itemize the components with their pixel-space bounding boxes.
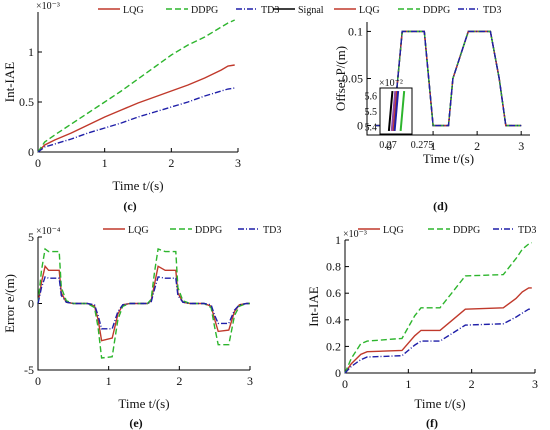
- x-axis-label: Time t/(s): [118, 396, 169, 411]
- x-tick-label: 3: [518, 139, 524, 153]
- panel-caption: (f): [426, 416, 438, 430]
- inset-y-tick-label: 5.6: [365, 92, 378, 103]
- x-tick-label: 3: [532, 377, 538, 391]
- axis-multiplier: ×10⁻⁴: [36, 226, 61, 237]
- x-tick-label: 1: [102, 156, 108, 170]
- legend-label-lqg: LQG: [359, 5, 380, 16]
- legend-label-lqg: LQG: [123, 5, 144, 16]
- series-line-td3: [375, 30, 522, 127]
- axes-frame: [366, 22, 530, 136]
- y-tick-label: 1: [28, 45, 34, 59]
- series-line-ddpg: [37, 19, 235, 153]
- y-axis-label: Int-IAE: [2, 62, 17, 102]
- series-line-td3: [37, 275, 250, 330]
- inset-x-tick-label: 0.275: [411, 140, 434, 151]
- series-line-lqg: [37, 64, 235, 153]
- legend-label-lqg: LQG: [383, 225, 404, 236]
- y-tick-label: 5: [28, 230, 34, 244]
- series-line-td3: [344, 308, 532, 374]
- legend-label-ddpg: DDPG: [423, 5, 450, 16]
- x-tick-label: 0: [35, 156, 41, 170]
- y-tick-label: 1: [335, 233, 341, 247]
- legend-label-lqg: LQG: [128, 225, 149, 236]
- y-tick-label: 0.5: [19, 95, 34, 109]
- inset-y-tick-label: 5.5: [365, 107, 378, 118]
- inset-line-purple: [390, 90, 397, 132]
- legend-label-ddpg: DDPG: [453, 225, 480, 236]
- zoom-inset: 5.6 5.5 5.40.27 0.275 ×10⁻²: [365, 78, 434, 151]
- inset-line-ddpg: [399, 90, 406, 132]
- inset-line-lqg: [392, 90, 399, 132]
- legend-label-ddpg: DDPG: [195, 225, 222, 236]
- y-tick-label: 0.05: [342, 72, 363, 86]
- legend-label-td3: TD3: [518, 225, 536, 236]
- series-line-ddpg: [37, 247, 250, 359]
- panel-caption: (e): [129, 416, 142, 430]
- y-tick-label: 0: [335, 366, 341, 380]
- legend-label-td3: TD3: [483, 5, 501, 16]
- series-line-td3: [37, 87, 235, 153]
- y-tick-label: 0.4: [326, 313, 341, 327]
- axis-multiplier: ×10⁻³: [343, 229, 367, 240]
- x-tick-label: 3: [247, 374, 253, 388]
- panel-caption: (c): [123, 199, 136, 213]
- inset-y-tick-label: 5.4: [365, 122, 378, 133]
- y-tick-label: 0.8: [326, 260, 341, 274]
- x-tick-label: 1: [405, 377, 411, 391]
- legend-label-ddpg: DDPG: [191, 5, 218, 16]
- inset-line-td3: [393, 90, 400, 132]
- series-line-ddpg: [344, 242, 533, 374]
- x-tick-label: 0: [35, 374, 41, 388]
- x-tick-label: 2: [469, 377, 475, 391]
- y-tick-label: 0.1: [348, 24, 363, 38]
- legend-label-signal: Signal: [298, 5, 324, 16]
- inset-line-signal: [387, 90, 394, 132]
- panel-caption: (d): [433, 199, 448, 213]
- x-tick-label: 2: [474, 139, 480, 153]
- legend-label-td3: TD3: [263, 225, 281, 236]
- axes-frame: [344, 240, 535, 374]
- legend-label-td3: TD3: [261, 5, 279, 16]
- inset-x-tick-label: 0.27: [379, 140, 397, 151]
- inset-multiplier: ×10⁻²: [379, 78, 403, 89]
- x-axis-label: Time t/(s): [423, 151, 474, 166]
- x-axis-label: Time t/(s): [112, 178, 163, 193]
- chart-panel-c: 0 1 2 3 0 0.5 1 ×10⁻³ LQG DDPG TD3 Time t/(s) Int-IA…: [2, 1, 279, 213]
- x-tick-label: 1: [106, 374, 112, 388]
- y-tick-label: -5: [24, 363, 34, 377]
- x-tick-label: 3: [235, 156, 241, 170]
- series-line-lqg: [344, 287, 532, 374]
- y-tick-label: 0: [357, 119, 363, 133]
- x-tick-label: 0: [342, 377, 348, 391]
- y-axis-label: Error e/(m): [2, 274, 17, 333]
- axis-multiplier: ×10⁻³: [36, 1, 60, 12]
- x-tick-label: 2: [168, 156, 174, 170]
- y-axis-label: Int-IAE: [306, 286, 321, 326]
- axes-frame: [37, 12, 238, 153]
- y-tick-label: 0: [28, 145, 34, 159]
- x-tick-label: 2: [176, 374, 182, 388]
- y-axis-label: Offset P/(m): [333, 46, 348, 111]
- y-tick-label: 0.6: [326, 286, 341, 300]
- x-axis-label: Time t/(s): [414, 396, 465, 411]
- y-tick-label: 0: [28, 297, 34, 311]
- x-tick-label: 1: [430, 139, 436, 153]
- chart-panel-d: 0 1 2 3 0 0.05 0.1 Signal LQG DDPG TD3 Time t/(s) Of…: [273, 5, 530, 213]
- x-tick-label: 0: [386, 139, 392, 153]
- y-tick-label: 0.2: [326, 339, 341, 353]
